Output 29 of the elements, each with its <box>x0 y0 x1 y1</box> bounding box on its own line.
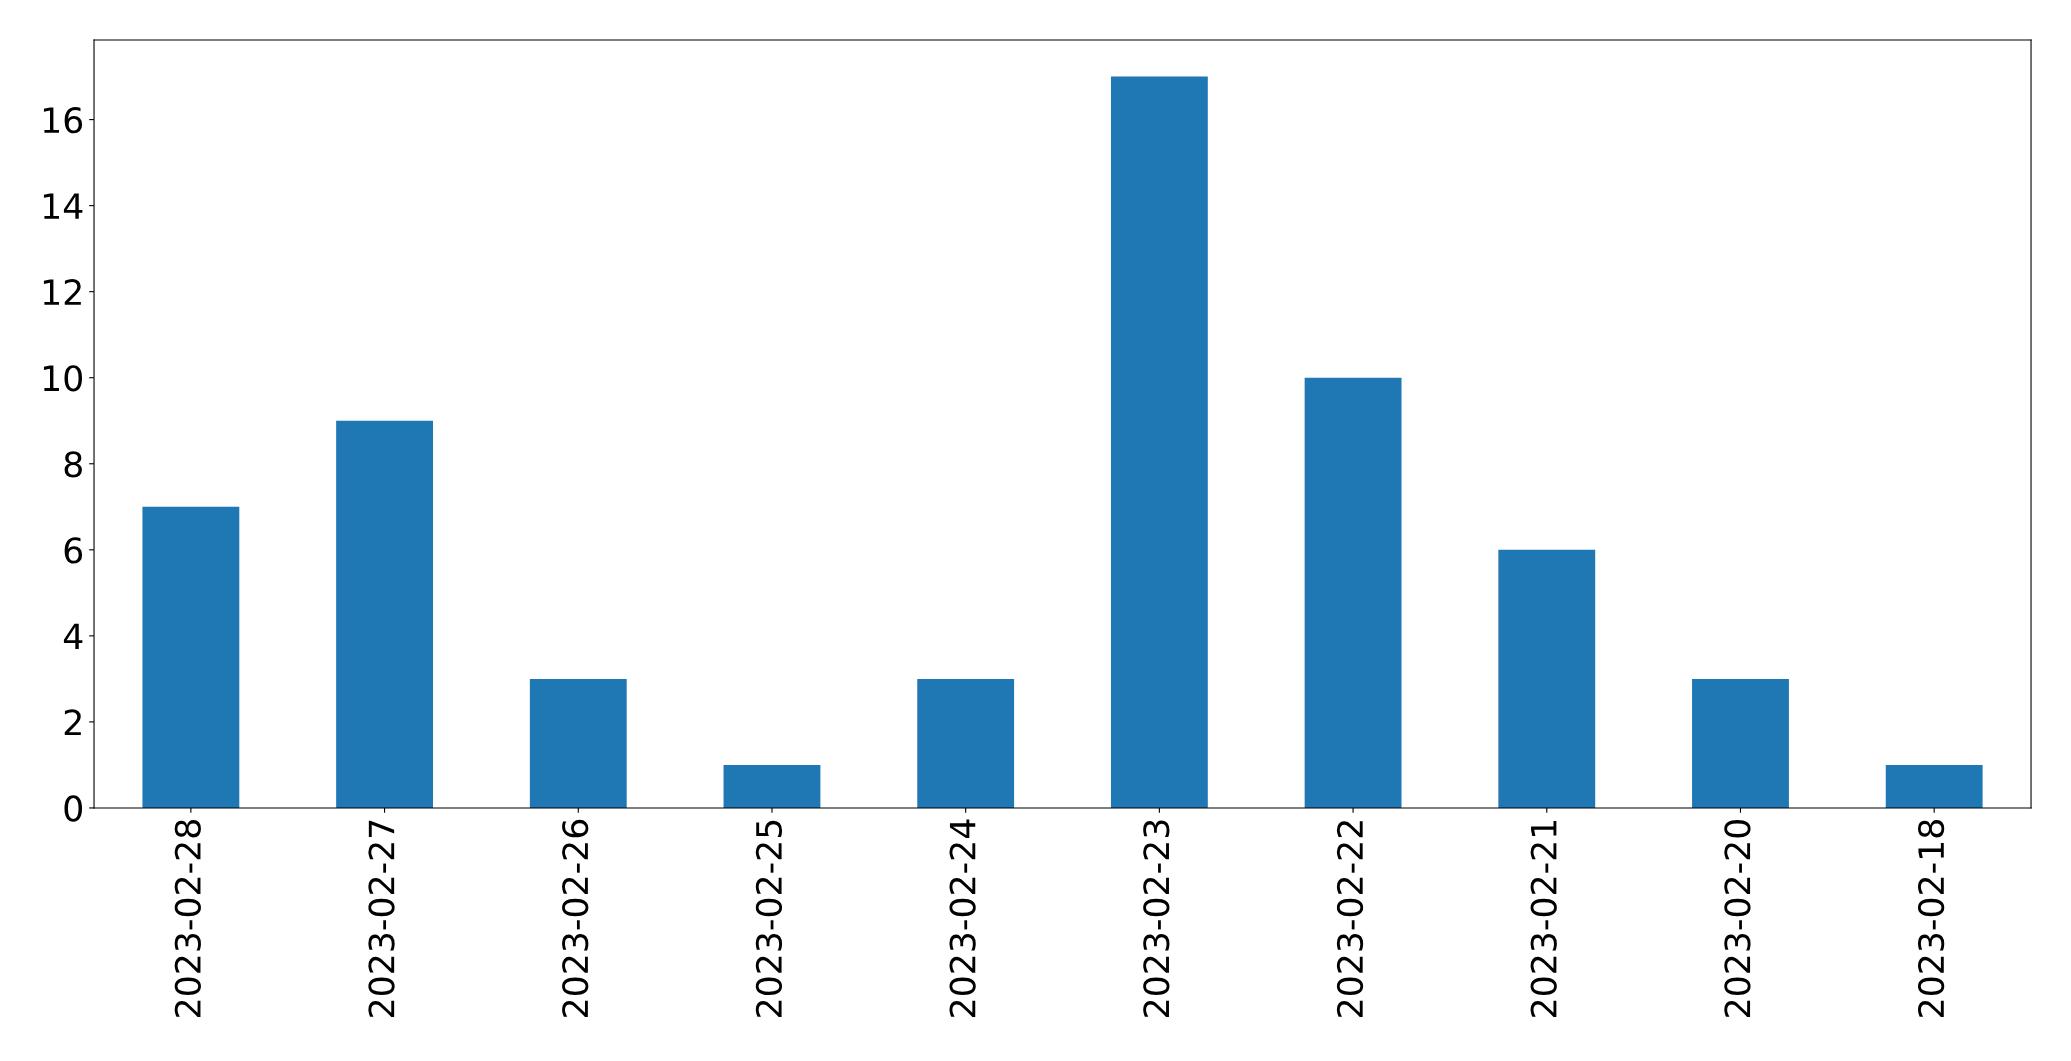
x-tick-label: 2023-02-23 <box>1143 820 1170 1017</box>
y-tick-label: 14 <box>43 193 83 219</box>
y-tick-label: 8 <box>64 451 82 478</box>
bar <box>1110 76 1208 808</box>
y-tick-label: 12 <box>43 279 81 305</box>
x-tick-label: 2023-02-26 <box>562 819 589 1017</box>
y-tick-label: 0 <box>64 795 82 822</box>
x-tick-label: 2023-02-22 <box>1336 821 1364 1017</box>
bar <box>1498 549 1596 808</box>
y-tick-label: 10 <box>43 365 82 392</box>
bar <box>529 678 627 808</box>
y-tick-label: 2 <box>64 709 81 736</box>
bar <box>723 764 821 808</box>
y-tick-label: 4 <box>63 623 83 650</box>
x-tick-label: 2023-02-25 <box>755 820 783 1017</box>
bar <box>142 506 240 808</box>
x-tick-label: 2023-02-21 <box>1530 820 1557 1017</box>
bar <box>1885 764 1983 808</box>
x-tick-label: 2023-02-18 <box>1917 820 1945 1017</box>
y-tick-label: 16 <box>43 107 83 134</box>
x-tick-label: 2023-02-27 <box>368 820 395 1017</box>
bar <box>917 678 1015 808</box>
bar <box>1692 678 1789 808</box>
x-tick-label: 2023-02-20 <box>1724 819 1751 1017</box>
bar <box>1304 377 1402 808</box>
bar <box>336 420 433 808</box>
x-tick-label: 2023-02-28 <box>174 820 201 1017</box>
y-tick-label: 6 <box>64 537 83 564</box>
x-tick-label: 2023-02-24 <box>949 819 976 1017</box>
